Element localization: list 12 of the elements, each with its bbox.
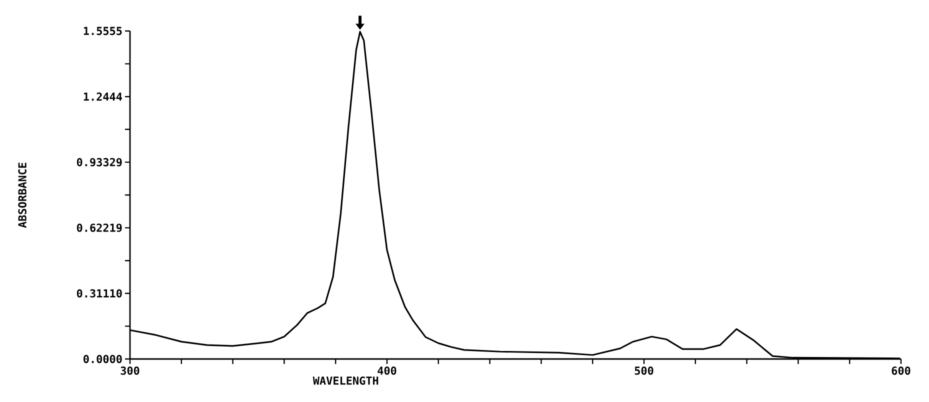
x-axis-title: WAVELENGTH [312,376,378,385]
y-tick-label: 1.5555 [84,26,122,36]
y-tick-label: 0.0000 [84,354,122,364]
x-tick-label: 600 [892,366,910,375]
x-tick-label: 400 [378,366,396,375]
y-axis-title: ABSORBANCE [18,162,26,228]
y-tick-label: 1.2444 [84,92,122,101]
y-tick-label: 0.93329 [76,158,122,166]
y-tick-label: 0.31110 [76,289,122,298]
y-tick-label: 0.62219 [76,224,122,232]
x-tick-label: 300 [120,366,140,375]
x-tick-label: 500 [634,366,654,375]
